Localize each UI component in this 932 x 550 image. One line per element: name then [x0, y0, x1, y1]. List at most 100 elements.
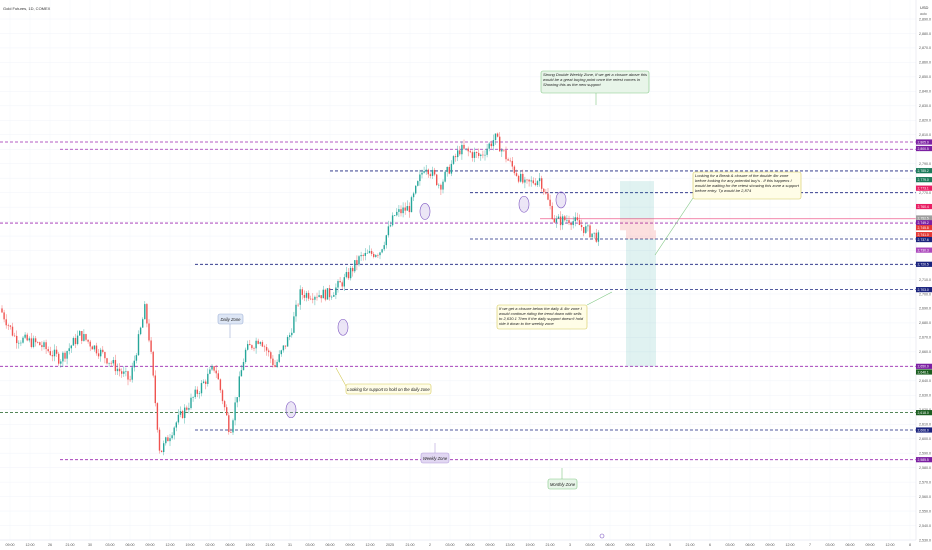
candle-body	[169, 438, 171, 442]
candle-body	[595, 232, 597, 242]
target-box-upper[interactable]	[620, 181, 654, 219]
candle-body	[314, 296, 316, 300]
note-daily-zone-text: Daily Zone	[220, 317, 241, 322]
candle-body	[219, 379, 222, 391]
time-tick: 06:00	[466, 543, 475, 547]
candle-body	[488, 143, 490, 149]
reaction-marker[interactable]	[555, 191, 567, 209]
note-break-4hr[interactable]: Looking for a Break & closure of the dou…	[692, 171, 802, 200]
candle-body	[478, 153, 480, 156]
time-tick: 12:00	[786, 543, 795, 547]
time-tick: 19:00	[526, 543, 535, 547]
note-weekly-zone[interactable]: Weekly Zone	[420, 452, 450, 464]
price-tick: 2,600.0	[919, 437, 931, 441]
mode-label[interactable]: auto	[920, 12, 927, 16]
currency-label: USD	[920, 5, 929, 10]
candle-body	[421, 172, 423, 175]
candle-body	[465, 148, 467, 150]
candle-body	[171, 435, 173, 439]
target-box-lower[interactable]	[626, 238, 656, 367]
candle-body	[408, 206, 411, 213]
candle-body	[196, 389, 198, 394]
candle-body	[415, 185, 417, 194]
candle-body	[396, 211, 398, 216]
candle-body	[473, 152, 476, 158]
price-badge	[916, 145, 932, 152]
price-tick: 2,680.0	[919, 321, 931, 325]
reaction-marker[interactable]	[337, 318, 349, 336]
candle-body	[486, 148, 488, 155]
candle-body	[150, 340, 152, 352]
time-tick: 21:00	[406, 543, 415, 547]
candle-body	[303, 294, 306, 298]
candle-body	[585, 226, 587, 233]
stop-box-lower[interactable]	[626, 230, 656, 239]
time-tick: 06:00	[846, 543, 855, 547]
candle-body	[91, 346, 93, 350]
note-daily-zone[interactable]: Daily Zone	[217, 313, 244, 325]
candle-body	[131, 367, 133, 380]
note-strong-double-weekly[interactable]: Strong Double Weekly Zone, If we get a c…	[540, 70, 650, 94]
candle-body	[194, 389, 196, 398]
reaction-marker[interactable]	[419, 203, 431, 220]
price-badge	[916, 203, 932, 210]
candle-body	[226, 407, 228, 416]
candle-body	[358, 256, 360, 265]
candle-body	[259, 342, 261, 344]
reaction-marker[interactable]	[518, 195, 530, 213]
candle-body	[167, 437, 169, 442]
candle-body	[106, 358, 108, 364]
candle-body	[18, 342, 20, 344]
candle-body	[360, 255, 362, 257]
candle-body	[211, 366, 213, 370]
time-axis[interactable]: 09:00 12:00 26 21:00 30 03:00 06:00 09:00 12:00 1…	[6, 543, 912, 547]
candle-body	[412, 193, 415, 198]
candle-body	[331, 296, 333, 298]
time-tick: 09:00	[766, 543, 775, 547]
candle-body	[282, 345, 285, 351]
candle-body	[503, 149, 505, 151]
candle-body	[574, 217, 576, 222]
candle-body	[383, 245, 385, 250]
candle-body	[499, 136, 501, 152]
candle-body	[555, 218, 558, 223]
candle-body	[509, 160, 511, 162]
note-support-hold[interactable]: Looking for support to hold on the daily…	[345, 383, 432, 395]
candle-body	[402, 207, 404, 214]
candle-body	[322, 289, 324, 299]
note-monthly-zone[interactable]: Monthly Zone	[547, 478, 578, 490]
candle-body	[257, 340, 259, 344]
candle-body	[387, 226, 390, 236]
candle-body	[255, 340, 257, 349]
candle-body	[337, 281, 339, 288]
time-tick: 21:00	[266, 543, 275, 547]
time-tick: 6	[709, 543, 711, 547]
candle-body	[137, 334, 140, 356]
candle-body	[190, 397, 192, 409]
candle-body	[549, 199, 551, 206]
price-badge	[916, 457, 932, 463]
time-tick: 13:00	[506, 543, 515, 547]
time-tick: 06:00	[606, 543, 615, 547]
event-marker-icon[interactable]	[599, 533, 605, 539]
time-tick: 03:00	[826, 543, 835, 547]
candle-body	[576, 217, 579, 221]
candle-body	[215, 370, 217, 374]
candle-body	[7, 325, 9, 326]
candle-body	[593, 232, 595, 234]
candle-body	[343, 277, 345, 287]
candle-body	[261, 342, 264, 347]
candle-body	[505, 150, 507, 160]
reaction-marker[interactable]	[285, 401, 297, 419]
candle-body	[391, 215, 394, 226]
stop-box-upper[interactable]	[620, 218, 654, 231]
candle-body	[587, 225, 589, 227]
time-tick: 2025	[386, 543, 394, 547]
note-closure-below[interactable]: If we get a closure below the daily & 4h…	[496, 304, 588, 330]
candle-body	[253, 348, 255, 349]
candle-body	[312, 298, 314, 300]
price-badge-text: 2,618.0	[918, 411, 929, 415]
time-tick: 12:00	[886, 543, 895, 547]
